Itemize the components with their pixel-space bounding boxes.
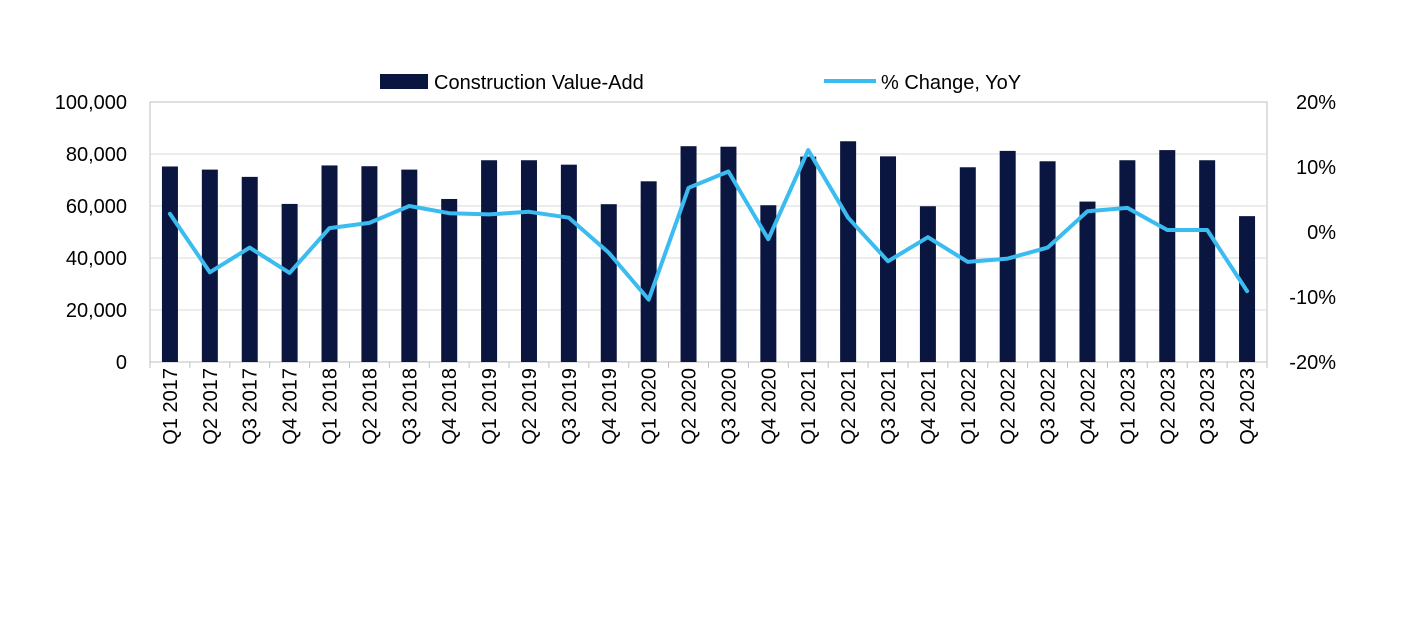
y-left-tick-label: 80,000 [66, 144, 127, 166]
bar [481, 160, 497, 362]
bar [1079, 202, 1095, 362]
x-tick-label: Q4 2022 [1077, 368, 1099, 445]
x-tick-label: Q2 2020 [679, 368, 701, 445]
bar [1119, 160, 1135, 362]
bar [601, 204, 617, 362]
x-tick-label: Q1 2023 [1117, 368, 1139, 445]
x-tick-label: Q1 2022 [958, 368, 980, 445]
legend-label-line: % Change, YoY [881, 72, 1021, 94]
y-left-tick-label: 0 [116, 352, 127, 374]
bar [1040, 161, 1056, 362]
legend: Construction Value-Add % Change, YoY [380, 72, 1021, 94]
bar [681, 146, 697, 362]
bar [1199, 160, 1215, 362]
bar [920, 206, 936, 362]
bar [641, 181, 657, 362]
x-tick-label: Q2 2023 [1157, 368, 1179, 445]
y-right-tick-label: -20% [1289, 352, 1336, 374]
y-left-tick-label: 60,000 [66, 196, 127, 218]
y-left-tick-label: 20,000 [66, 300, 127, 322]
x-tick-label: Q2 2017 [200, 368, 222, 445]
x-tick-label: Q3 2017 [240, 368, 262, 445]
x-tick-label: Q1 2018 [320, 368, 342, 445]
bar-series [162, 141, 1255, 362]
x-tick-label: Q1 2017 [160, 368, 182, 445]
y-left-tick-label: 40,000 [66, 248, 127, 270]
x-tick-label: Q4 2023 [1237, 368, 1259, 445]
x-tick-label: Q3 2023 [1197, 368, 1219, 445]
x-tick-label: Q3 2021 [878, 368, 900, 445]
x-tick-label: Q2 2019 [519, 368, 541, 445]
bar [960, 167, 976, 362]
y-left-tick-label: 100,000 [55, 92, 127, 114]
x-tick-label: Q4 2017 [280, 368, 302, 445]
y-right-tick-label: 20% [1296, 92, 1336, 114]
x-tick-label: Q1 2021 [798, 368, 820, 445]
x-tick-label: Q3 2018 [399, 368, 421, 445]
bar [361, 166, 377, 362]
x-tick-label: Q2 2022 [998, 368, 1020, 445]
x-tick-label: Q3 2020 [718, 368, 740, 445]
x-tick-label: Q4 2019 [599, 368, 621, 445]
x-tick-label: Q2 2018 [359, 368, 381, 445]
bar [322, 165, 338, 362]
x-tick-label: Q3 2019 [559, 368, 581, 445]
bar [561, 165, 577, 362]
x-tick-label: Q4 2018 [439, 368, 461, 445]
bar [162, 166, 178, 362]
bar [401, 170, 417, 362]
bar [521, 160, 537, 362]
x-tick-label: Q4 2021 [918, 368, 940, 445]
x-tick-label: Q4 2020 [758, 368, 780, 445]
legend-label-bar: Construction Value-Add [434, 72, 644, 94]
bar [840, 141, 856, 362]
legend-swatch-bar [380, 74, 428, 89]
bar [800, 157, 816, 362]
x-tick-label: Q1 2019 [479, 368, 501, 445]
y-right-tick-label: 10% [1296, 157, 1336, 179]
gridlines [150, 102, 1267, 362]
bar [441, 199, 457, 362]
y-right-tick-label: 0% [1307, 222, 1336, 244]
x-tick-label: Q2 2021 [838, 368, 860, 445]
x-tick-label: Q3 2022 [1038, 368, 1060, 445]
bar [282, 204, 298, 362]
bar [242, 177, 258, 362]
y-right-tick-label: -10% [1289, 287, 1336, 309]
plot-area-border [150, 102, 1267, 362]
x-tick-label: Q1 2020 [639, 368, 661, 445]
bar [1159, 150, 1175, 362]
